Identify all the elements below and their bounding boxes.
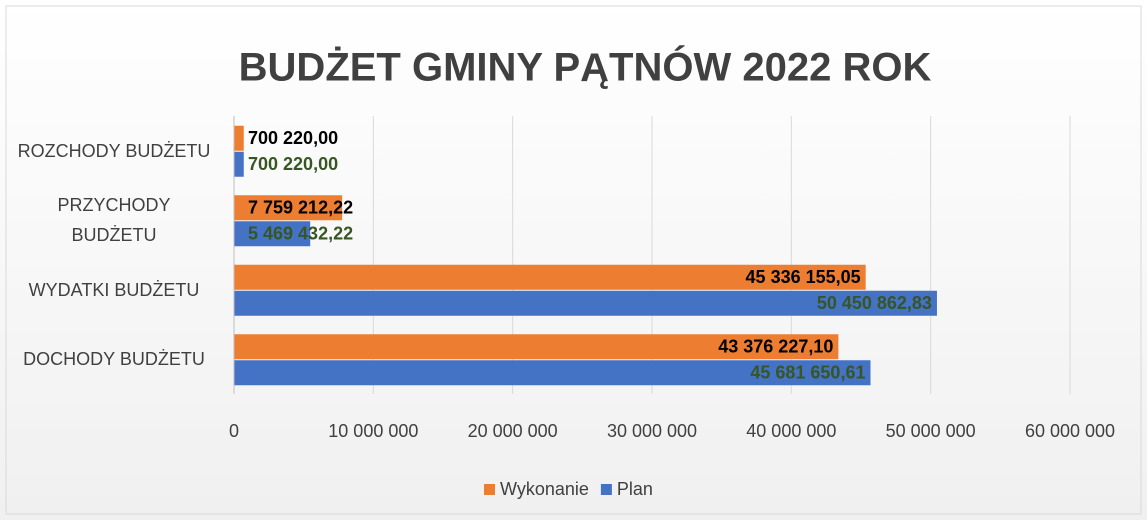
data-label: 45 336 155,05 — [746, 267, 861, 287]
x-tick-label: 60 000 000 — [1025, 421, 1115, 441]
data-label: 700 220,00 — [248, 128, 338, 148]
bar — [234, 290, 937, 316]
x-tick-label: 20 000 000 — [468, 421, 558, 441]
x-tick-label: 40 000 000 — [746, 421, 836, 441]
y-tick-label: DOCHODY BUDŻETU — [23, 349, 205, 370]
frame — [5, 5, 1142, 515]
bar — [234, 360, 871, 386]
x-tick-label: 0 — [229, 421, 239, 441]
y-tick-label: PRZYCHODY BUDŻETU — [57, 195, 171, 246]
bar — [234, 125, 244, 151]
chart-title: BUDŻET GMINY PĄTNÓW 2022 ROK — [239, 44, 932, 90]
x-tick-label: 30 000 000 — [607, 421, 697, 441]
data-label: 43 376 227,10 — [718, 337, 833, 357]
data-label: 7 759 212,22 — [248, 198, 353, 218]
y-tick-label: ROZCHODY BUDŻETU — [17, 140, 211, 161]
bar — [234, 151, 244, 177]
bar — [234, 334, 839, 360]
legend-swatch — [484, 484, 495, 495]
legend-label: Plan — [617, 479, 653, 499]
bar — [234, 195, 343, 221]
data-label: 700 220,00 — [248, 154, 338, 174]
data-label: 50 450 862,83 — [817, 293, 932, 313]
x-tick-label: 10 000 000 — [328, 421, 418, 441]
legend-swatch — [600, 484, 612, 495]
data-label: 45 681 650,61 — [750, 363, 865, 383]
y-tick-label: WYDATKI BUDŻETU — [28, 279, 200, 300]
legend-label: Wykonanie — [500, 479, 589, 499]
data-label: 5 469 432,22 — [248, 224, 353, 244]
bar — [234, 264, 866, 290]
bar — [234, 221, 311, 247]
x-tick-label: 50 000 000 — [886, 421, 976, 441]
